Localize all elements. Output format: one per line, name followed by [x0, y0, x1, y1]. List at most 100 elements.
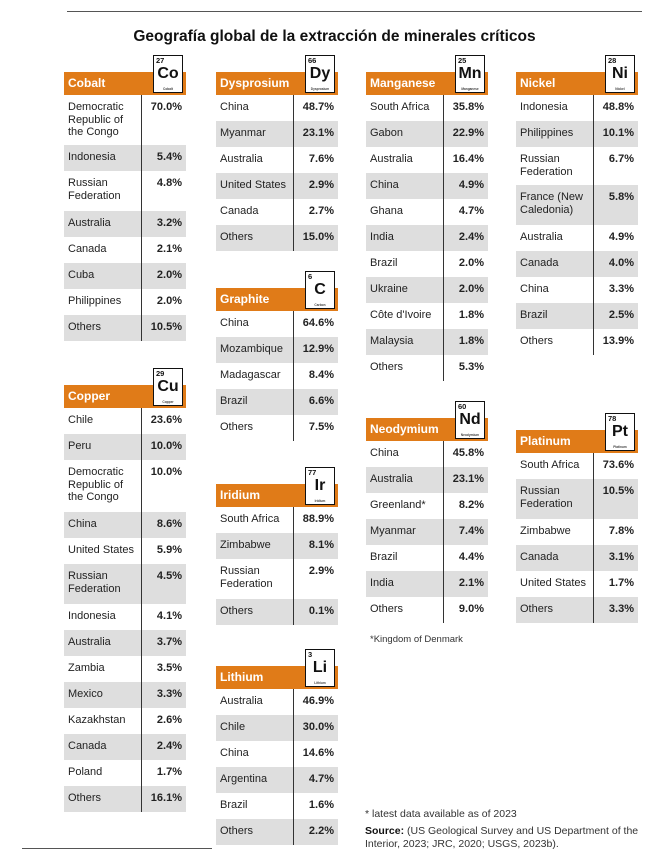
cobalt-table: Cobalt 27 Co Cobalt Democratic Republic of t…	[64, 55, 186, 341]
greenland-footnote: *Kingdom of Denmark	[370, 634, 463, 645]
table-row: Canada 2.1%	[64, 237, 186, 263]
table-row: Others 5.3%	[366, 355, 488, 381]
share-cell: 23.6%	[150, 414, 182, 426]
share-cell: 1.8%	[458, 309, 484, 321]
table-row: Malaysia 1.8%	[366, 329, 488, 355]
table-row: Brazil 2.5%	[516, 303, 638, 329]
country-cell: Democratic Republic of the Congo	[64, 460, 142, 512]
share-cell: 7.6%	[308, 153, 334, 165]
country-cell: United States	[216, 173, 294, 199]
dysprosium-table: Dysprosium 66 Dy Dysprosium China 48.7% Myanma…	[216, 55, 338, 251]
country-cell: China	[366, 441, 444, 467]
table-row: China 45.8%	[366, 441, 488, 467]
mineral-name: Copper	[68, 389, 110, 403]
share-cell: 48.7%	[302, 101, 334, 113]
country-cell: Australia	[64, 211, 142, 237]
table-row: Myanmar 23.1%	[216, 121, 338, 147]
table-row: Zimbabwe 7.8%	[516, 519, 638, 545]
share-cell: 2.1%	[156, 243, 182, 255]
share-cell: 6.6%	[308, 395, 334, 407]
share-cell: 4.0%	[608, 257, 634, 269]
nickel-table: Nickel 28 Ni Nickel Indonesia 48.8% Philippine…	[516, 55, 638, 355]
country-cell: Russian Federation	[64, 564, 142, 604]
share-cell: 12.9%	[302, 343, 334, 355]
table-row: United States 1.7%	[516, 571, 638, 597]
share-cell: 2.2%	[308, 825, 334, 837]
share-cell: 2.0%	[156, 295, 182, 307]
platinum-header: Platinum 78 Pt Platinum	[516, 413, 638, 453]
table-row: Australia 46.9%	[216, 689, 338, 715]
element-symbol-box: 25 Mn Manganese	[455, 55, 485, 93]
share-cell: 7.4%	[458, 525, 484, 537]
country-cell: Canada	[64, 734, 142, 760]
share-cell: 3.1%	[608, 551, 634, 563]
share-cell: 4.9%	[458, 179, 484, 191]
table-row: Australia 3.7%	[64, 630, 186, 656]
atomic-number: 6	[308, 272, 313, 281]
atomic-number: 28	[608, 56, 617, 65]
share-cell: 88.9%	[302, 513, 334, 525]
table-row: Canada 2.4%	[64, 734, 186, 760]
manganese-table: Manganese 25 Mn Manganese South Africa 35.8% G…	[366, 55, 488, 381]
copper-table: Copper 29 Cu Copper Chile 23.6% Peru 10.0% Democ…	[64, 368, 186, 812]
table-row: Canada 4.0%	[516, 251, 638, 277]
element-name: Platinum	[613, 445, 627, 449]
share-cell: 70.0%	[150, 101, 182, 113]
atomic-number: 3	[308, 650, 313, 659]
country-cell: South Africa	[366, 95, 444, 121]
share-cell: 2.4%	[156, 740, 182, 752]
country-cell: Philippines	[516, 121, 594, 147]
table-row: Zambia 3.5%	[64, 656, 186, 682]
table-row: Philippines 10.1%	[516, 121, 638, 147]
table-row: Russian Federation 2.9%	[216, 559, 338, 599]
mineral-name: Neodymium	[370, 422, 439, 436]
element-symbol: Li	[312, 659, 328, 676]
country-cell: Brazil	[216, 389, 294, 415]
table-row: Brazil 2.0%	[366, 251, 488, 277]
bottom-rule	[22, 848, 212, 849]
share-cell: 4.5%	[156, 570, 182, 582]
country-cell: Zambia	[64, 656, 142, 682]
share-cell: 1.6%	[308, 799, 334, 811]
graphite-table: Graphite 6 C Carbon China 64.6% Mozambique 12.9…	[216, 271, 338, 441]
country-cell: Others	[216, 819, 294, 845]
share-cell: 10.0%	[150, 466, 182, 478]
table-row: Myanmar 7.4%	[366, 519, 488, 545]
share-cell: 16.1%	[150, 792, 182, 804]
element-name: Dysprosium	[310, 87, 330, 91]
share-cell: 13.9%	[602, 335, 634, 347]
table-row: Indonesia 4.1%	[64, 604, 186, 630]
share-cell: 10.0%	[150, 440, 182, 452]
element-symbol-box: 77 Ir Iridium	[305, 467, 335, 505]
country-cell: United States	[64, 538, 142, 564]
table-row: Gabon 22.9%	[366, 121, 488, 147]
element-symbol-box: 29 Cu Copper	[153, 368, 183, 406]
manganese-header: Manganese 25 Mn Manganese	[366, 55, 488, 95]
country-cell: United States	[516, 571, 594, 597]
country-cell: Others	[366, 355, 444, 381]
table-row: Madagascar 8.4%	[216, 363, 338, 389]
country-cell: Philippines	[64, 289, 142, 315]
country-cell: Chile	[216, 715, 294, 741]
country-cell: Zimbabwe	[216, 533, 294, 559]
table-row: Others 15.0%	[216, 225, 338, 251]
table-row: Others 10.5%	[64, 315, 186, 341]
country-cell: Brazil	[216, 793, 294, 819]
mineral-name: Nickel	[520, 76, 556, 90]
source-note: Source: (US Geological Survey and US Dep…	[365, 825, 655, 851]
table-row: Others 13.9%	[516, 329, 638, 355]
country-cell: Kazakhstan	[64, 708, 142, 734]
share-cell: 45.8%	[452, 447, 484, 459]
country-cell: Others	[64, 315, 142, 341]
country-cell: Australia	[216, 147, 294, 173]
share-cell: 23.1%	[452, 473, 484, 485]
share-cell: 22.9%	[452, 127, 484, 139]
table-row: Indonesia 48.8%	[516, 95, 638, 121]
country-cell: China	[216, 741, 294, 767]
neodymium-header: Neodymium 60 Nd Neodymium	[366, 401, 488, 441]
table-row: Mexico 3.3%	[64, 682, 186, 708]
country-cell: Australia	[366, 147, 444, 173]
table-row: South Africa 88.9%	[216, 507, 338, 533]
country-cell: China	[216, 95, 294, 121]
country-cell: Cuba	[64, 263, 142, 289]
